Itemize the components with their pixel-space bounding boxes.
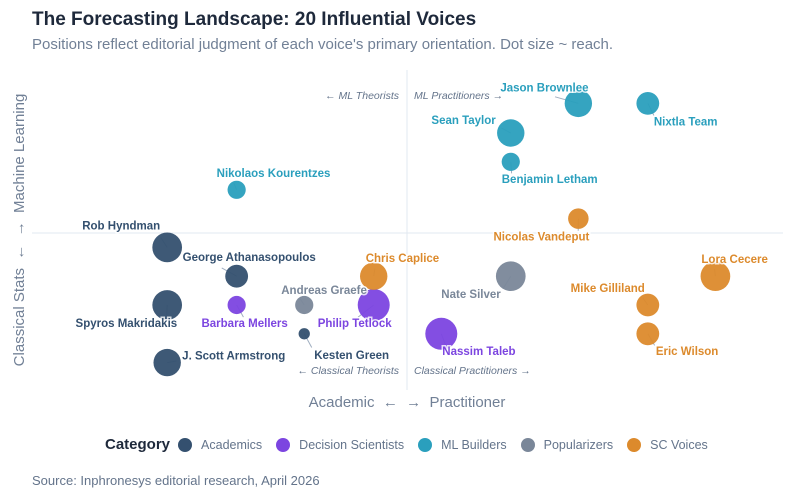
data-point[interactable] — [152, 290, 183, 320]
legend-item[interactable]: Decision Scientists — [276, 437, 405, 452]
data-point[interactable] — [636, 322, 660, 346]
data-point[interactable] — [227, 180, 246, 199]
legend-title: Category — [105, 436, 171, 453]
quadrant-label-top-right: ML Practitioners → — [414, 90, 503, 102]
data-point[interactable] — [495, 261, 526, 292]
data-point[interactable] — [357, 289, 390, 321]
legend-item[interactable]: SC Voices — [627, 437, 708, 452]
legend: Category Academics Decision Scientists ML … — [105, 436, 722, 453]
point-label: Nate Silver — [441, 289, 501, 301]
data-point[interactable] — [298, 328, 310, 340]
point-label: Nicolas Vandeput — [493, 232, 589, 244]
chart-title: The Forecasting Landscape: 20 Influentia… — [32, 9, 477, 30]
point-label: Chris Caplice — [366, 253, 440, 265]
y-axis-label: Classical Stats ← → Machine Learning — [11, 94, 28, 367]
point-label: Nixtla Team — [654, 116, 718, 128]
legend-label: ML Builders — [441, 437, 507, 452]
legend-swatch — [178, 437, 193, 452]
data-point[interactable] — [497, 119, 525, 147]
legend-swatch — [520, 437, 535, 452]
legend-label: Popularizers — [543, 437, 614, 452]
data-point[interactable] — [360, 262, 388, 290]
point-label: Nassim Taleb — [442, 346, 515, 358]
quadrant-label-bottom-right: Classical Practitioners → — [414, 365, 531, 377]
quadrant-label-bottom-left: ← Classical Theorists — [297, 365, 399, 377]
data-point[interactable] — [564, 89, 593, 118]
data-point[interactable] — [227, 295, 246, 315]
data-point[interactable] — [636, 92, 660, 115]
data-point[interactable] — [700, 261, 731, 292]
data-point[interactable] — [501, 152, 520, 171]
point-label: Eric Wilson — [656, 346, 719, 358]
quadrant-label-top-left: ← ML Theorists — [325, 90, 400, 102]
data-point[interactable] — [225, 264, 249, 288]
chart-subtitle: Positions reflect editorial judgment of … — [32, 36, 614, 53]
point-label: Barbara Mellers — [201, 318, 287, 330]
point-label: J. Scott Armstrong — [182, 351, 285, 363]
legend-item[interactable]: Popularizers — [520, 437, 614, 452]
data-point[interactable] — [636, 293, 660, 317]
point-label: Rob Hyndman — [82, 220, 160, 232]
point-label: Philip Tetlock — [318, 318, 393, 330]
point-label: George Athanasopoulos — [183, 252, 316, 264]
point-label: Nikolaos Kourentzes — [217, 168, 331, 180]
point-label: Benjamin Letham — [502, 174, 598, 186]
legend-label: Academics — [201, 437, 263, 452]
point-label: Spyros Makridakis — [76, 318, 178, 330]
point-label: Kesten Green — [314, 350, 389, 362]
legend-label: Decision Scientists — [299, 437, 405, 452]
point-label: Sean Taylor — [431, 115, 496, 127]
x-axis-label: Academic ← → Practitioner — [309, 394, 506, 411]
legend-item[interactable]: Academics — [178, 437, 263, 452]
legend-label: SC Voices — [650, 437, 708, 452]
data-point[interactable] — [568, 208, 589, 229]
legend-swatch — [418, 437, 433, 452]
data-point[interactable] — [295, 295, 314, 315]
data-point[interactable] — [425, 317, 458, 350]
data-point[interactable] — [152, 232, 183, 263]
point-label: Lora Cecere — [701, 254, 767, 266]
legend-item[interactable]: ML Builders — [418, 437, 507, 452]
source-note: Source: Inphronesys editorial research, … — [32, 473, 320, 488]
point-label: Andreas Graefe — [281, 285, 367, 297]
legend-swatch — [276, 437, 291, 452]
point-label: Jason Brownlee — [500, 82, 588, 94]
legend-swatch — [627, 437, 642, 452]
point-label: Mike Gilliland — [571, 283, 645, 295]
data-point[interactable] — [153, 348, 181, 377]
